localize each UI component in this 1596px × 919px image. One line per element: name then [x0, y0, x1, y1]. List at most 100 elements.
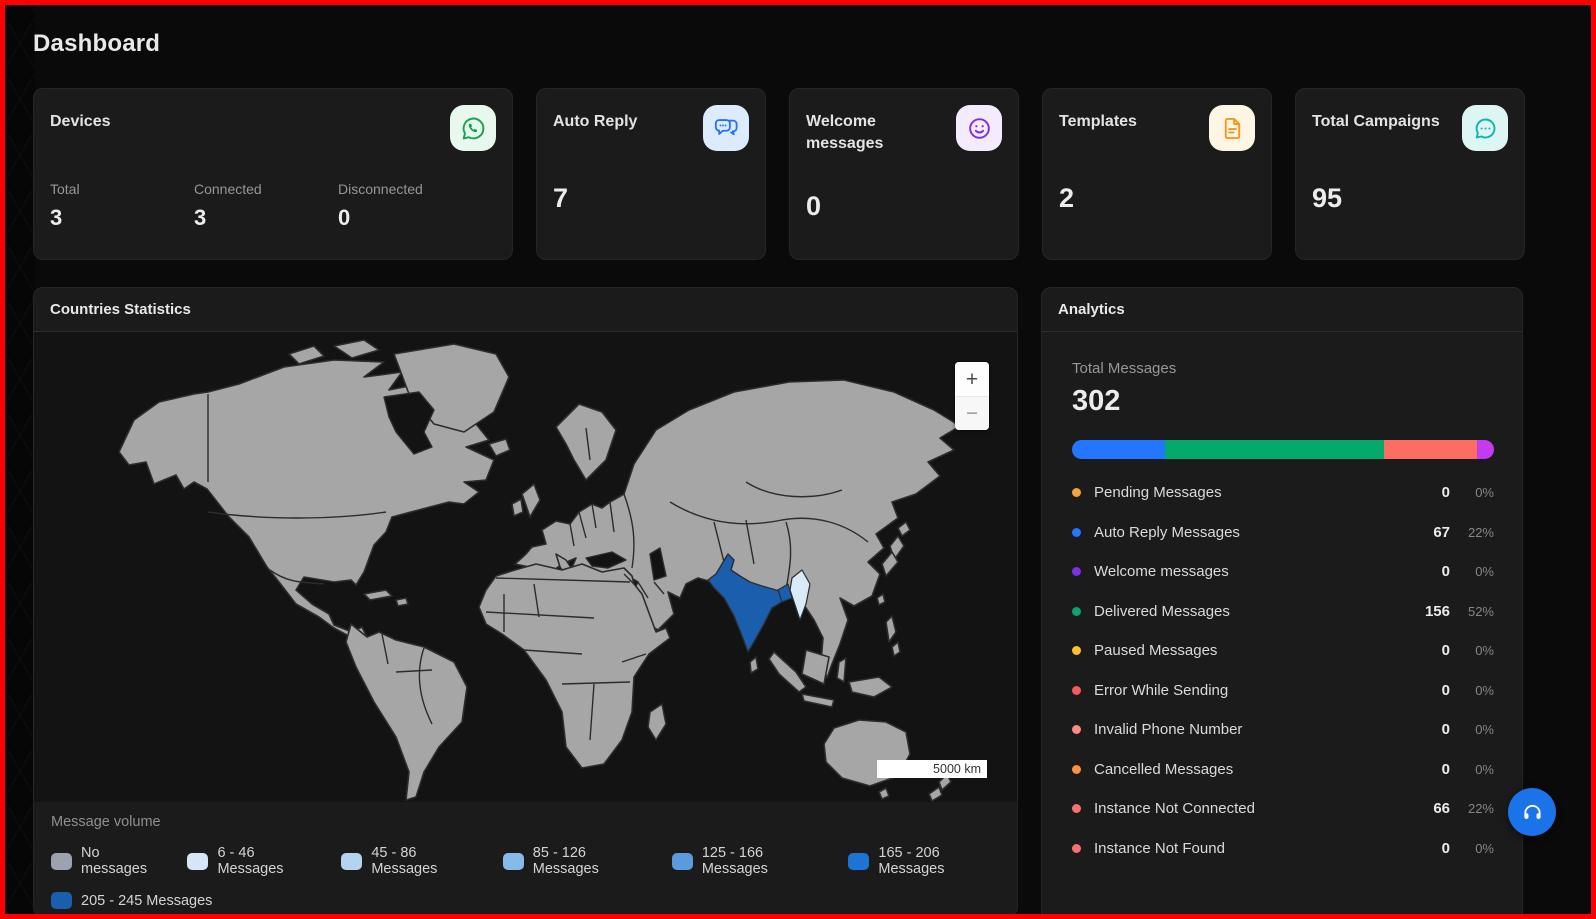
map-zoom-control: + −: [955, 362, 989, 430]
card-devices: Devices Total 3 Connected 3 Disconnected…: [33, 88, 513, 260]
status-dot: [1072, 843, 1081, 853]
status-dot: [1072, 606, 1081, 616]
legend-label: 6 - 46 Messages: [217, 845, 284, 877]
metric-value: 3: [194, 205, 207, 230]
analytics-row-delivered: Delivered Messages 156 52%: [1072, 592, 1494, 632]
metric-disconnected: Disconnected 0: [338, 181, 482, 231]
legend-swatch: [502, 852, 524, 870]
row-label: Paused Messages: [1094, 642, 1218, 660]
messages-distribution-bar: [1072, 440, 1494, 459]
analytics-row-instance-not-connected: Instance Not Connected 66 22%: [1072, 789, 1494, 829]
card-title: Devices: [50, 113, 111, 130]
metric-value: 3: [50, 205, 63, 230]
status-dot: [1072, 567, 1081, 577]
bar-segment-delivered: [1164, 440, 1385, 459]
whatsapp-icon: [450, 105, 496, 151]
row-percent: 0%: [1475, 761, 1494, 777]
legend-item: 85 - 126 Messages: [502, 845, 647, 877]
legend-swatch: [671, 852, 693, 870]
card-total-campaigns: Total Campaigns 95: [1295, 88, 1525, 260]
chat-bubbles-icon: [703, 105, 749, 151]
countries-statistics-panel: Countries Statistics: [33, 287, 1018, 917]
card-title: Total Campaigns: [1312, 113, 1440, 130]
status-dot: [1072, 646, 1081, 656]
support-button[interactable]: [1508, 788, 1556, 836]
row-label: Pending Messages: [1094, 484, 1222, 502]
status-dot: [1072, 804, 1081, 814]
card-value: 7: [553, 183, 569, 213]
row-value: 0: [1441, 642, 1450, 660]
map-inland-seas: [383, 391, 667, 581]
metric-total: Total 3: [50, 181, 194, 231]
total-messages-value: 302: [1072, 385, 1121, 417]
row-value: 0: [1441, 839, 1450, 857]
legend-title: Message volume: [51, 814, 161, 830]
card-value: 0: [806, 191, 822, 221]
row-percent: 0%: [1475, 840, 1494, 856]
legend-label: 85 - 126 Messages: [532, 845, 599, 877]
metric-value: 0: [338, 205, 351, 230]
card-welcome-messages: Welcome messages 0: [789, 88, 1019, 260]
zoom-out-button[interactable]: −: [955, 396, 989, 430]
row-percent: 52%: [1467, 603, 1494, 619]
legend-swatch: [51, 892, 72, 909]
row-percent: 0%: [1475, 682, 1494, 698]
legend-item: 165 - 206 Messages: [848, 845, 1000, 877]
legend-item: 205 - 245 Messages: [51, 892, 212, 909]
legend-row: No messages 6 - 46 Messages 45 - 86 Mess…: [51, 845, 1000, 877]
world-map-svg: [118, 339, 961, 802]
analytics-row-welcome: Welcome messages 0 0%: [1072, 552, 1494, 592]
zoom-in-button[interactable]: +: [955, 362, 989, 396]
legend-item: 125 - 166 Messages: [671, 845, 824, 877]
total-messages-label: Total Messages: [1072, 360, 1177, 377]
row-label: Delivered Messages: [1094, 602, 1230, 620]
map-legend: Message volume No messages 6 - 46 Messag…: [34, 802, 1017, 909]
map-country-myanmar[interactable]: [789, 569, 811, 621]
row-label: Invalid Phone Number: [1094, 721, 1243, 739]
legend-label: 165 - 206 Messages: [878, 845, 945, 877]
page-title: Dashboard: [33, 30, 161, 57]
metric-connected: Connected 3: [194, 181, 338, 231]
analytics-row-instance-not-found: Instance Not Found 0 0%: [1072, 829, 1494, 869]
card-auto-reply: Auto Reply 7: [536, 88, 766, 260]
status-dot: [1072, 488, 1081, 498]
analytics-row-auto-reply: Auto Reply Messages 67 22%: [1072, 513, 1494, 553]
panel-title: Analytics: [1042, 288, 1522, 332]
row-label: Instance Not Found: [1094, 839, 1225, 857]
document-icon: [1209, 105, 1255, 151]
map-country-bangladesh[interactable]: [777, 583, 793, 603]
row-percent: 0%: [1475, 564, 1494, 580]
row-percent: 22%: [1467, 524, 1494, 540]
row-value: 67: [1433, 523, 1450, 541]
metric-label: Connected: [194, 181, 262, 197]
card-title: Welcome messages: [806, 113, 884, 152]
legend-label: 125 - 166 Messages: [701, 845, 768, 877]
row-percent: 0%: [1475, 643, 1494, 659]
row-percent: 22%: [1467, 801, 1494, 817]
stat-cards-row: Devices Total 3 Connected 3 Disconnected…: [33, 88, 1525, 260]
analytics-content: Total Messages 302 Pending Messages 0 0%…: [1042, 332, 1522, 868]
analytics-row-paused: Paused Messages 0 0%: [1072, 631, 1494, 671]
card-value: 95: [1312, 183, 1343, 213]
row-label: Auto Reply Messages: [1094, 523, 1240, 541]
row-value: 156: [1424, 602, 1450, 620]
card-templates: Templates 2: [1042, 88, 1272, 260]
panel-title: Countries Statistics: [34, 288, 1017, 332]
legend-swatch: [187, 852, 209, 870]
legend-swatch: [341, 852, 363, 870]
analytics-row-error-sending: Error While Sending 0 0%: [1072, 671, 1494, 711]
row-label: Welcome messages: [1094, 563, 1229, 581]
row-value: 0: [1441, 721, 1450, 739]
analytics-row-invalid-phone: Invalid Phone Number 0 0%: [1072, 710, 1494, 750]
row-value: 0: [1441, 760, 1450, 778]
legend-row: 205 - 245 Messages: [51, 892, 1000, 909]
legend-item: 6 - 46 Messages: [187, 845, 316, 877]
status-dot: [1072, 764, 1081, 774]
legend-label: No messages: [81, 845, 148, 877]
map-land: [118, 339, 961, 802]
metric-label: Total: [50, 181, 80, 197]
row-label: Error While Sending: [1094, 681, 1229, 699]
map-country-india[interactable]: [707, 553, 787, 653]
world-map[interactable]: + − 5000 km: [34, 332, 1017, 802]
legend-label: 45 - 86 Messages: [371, 845, 438, 877]
